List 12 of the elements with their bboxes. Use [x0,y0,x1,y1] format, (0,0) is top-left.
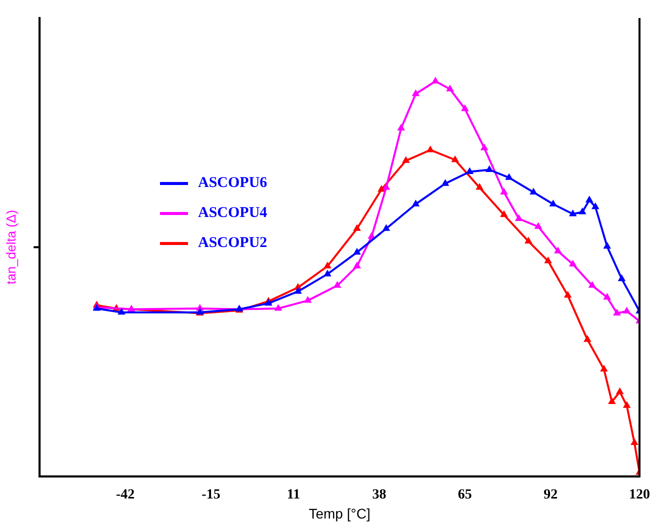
x-axis-title: Temp [°C] [308,505,370,522]
x-tick-label: 11 [286,487,300,502]
x-tick-label: 38 [372,487,386,502]
x-tick-label: 65 [458,487,472,502]
legend-label: ASCOPU4 [198,204,268,222]
x-tick-label: 92 [544,487,558,502]
x-tick-label: 120 [629,487,650,502]
legend-label: ASCOPU6 [198,174,268,192]
y-axis-title: tan_delta (Δ) [3,210,18,284]
x-tick-label: -15 [202,487,220,502]
legend-label: ASCOPU2 [198,234,268,252]
x-tick-label: -42 [116,487,135,502]
